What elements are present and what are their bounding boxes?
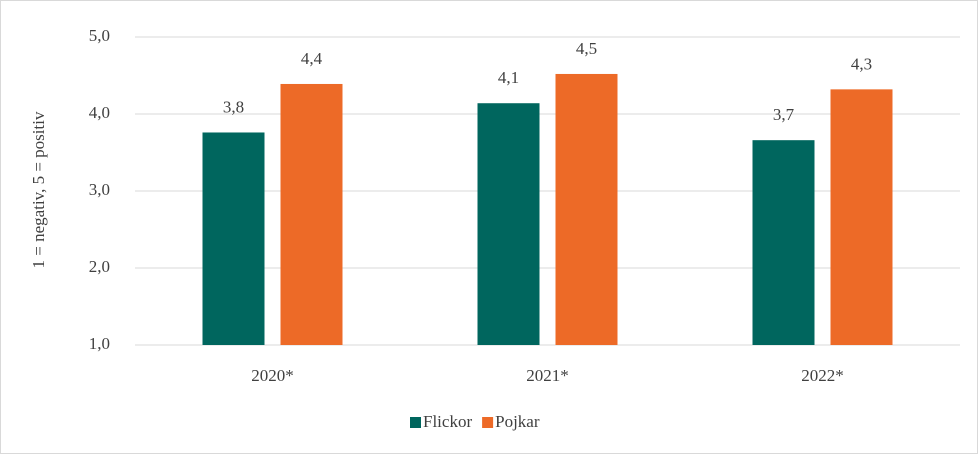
data-label: 3,8 <box>223 97 244 116</box>
bar <box>202 132 265 345</box>
data-label: 4,3 <box>851 54 872 73</box>
bar <box>830 89 893 345</box>
legend-label: Pojkar <box>495 412 540 431</box>
y-tick-label: 4,0 <box>89 103 110 122</box>
x-tick-label: 2020* <box>251 366 294 385</box>
x-tick-label: 2022* <box>801 366 844 385</box>
bar <box>280 83 343 345</box>
data-label: 4,5 <box>576 39 597 58</box>
legend-swatch <box>410 417 421 428</box>
y-tick-label: 2,0 <box>89 257 110 276</box>
data-label: 3,7 <box>773 105 795 124</box>
bar <box>477 103 540 345</box>
data-label: 4,1 <box>498 68 519 87</box>
y-axis-label: 1 = negativ, 5 = positiv <box>29 111 48 268</box>
legend-swatch <box>482 417 494 428</box>
bar <box>555 73 618 346</box>
y-tick-label: 1,0 <box>89 334 110 353</box>
legend-label: Flickor <box>423 412 472 431</box>
y-tick-label: 3,0 <box>89 180 110 199</box>
data-label: 4,4 <box>301 49 323 68</box>
y-tick-label: 5,0 <box>89 26 110 45</box>
x-tick-label: 2021* <box>526 366 569 385</box>
bar <box>752 140 815 345</box>
